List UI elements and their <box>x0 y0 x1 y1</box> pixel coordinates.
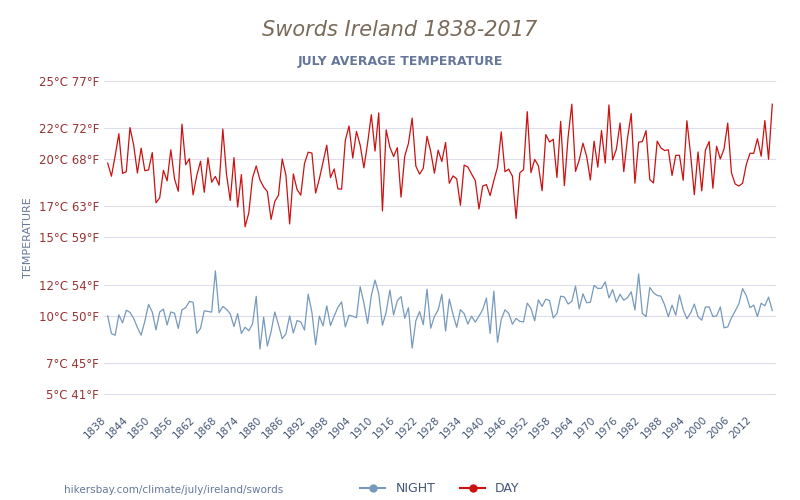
Text: hikersbay.com/climate/july/ireland/swords: hikersbay.com/climate/july/ireland/sword… <box>64 485 283 495</box>
Y-axis label: TEMPERATURE: TEMPERATURE <box>22 197 33 278</box>
Text: JULY AVERAGE TEMPERATURE: JULY AVERAGE TEMPERATURE <box>298 55 502 68</box>
Legend: NIGHT, DAY: NIGHT, DAY <box>355 478 525 500</box>
Text: Swords Ireland 1838-2017: Swords Ireland 1838-2017 <box>262 20 538 40</box>
